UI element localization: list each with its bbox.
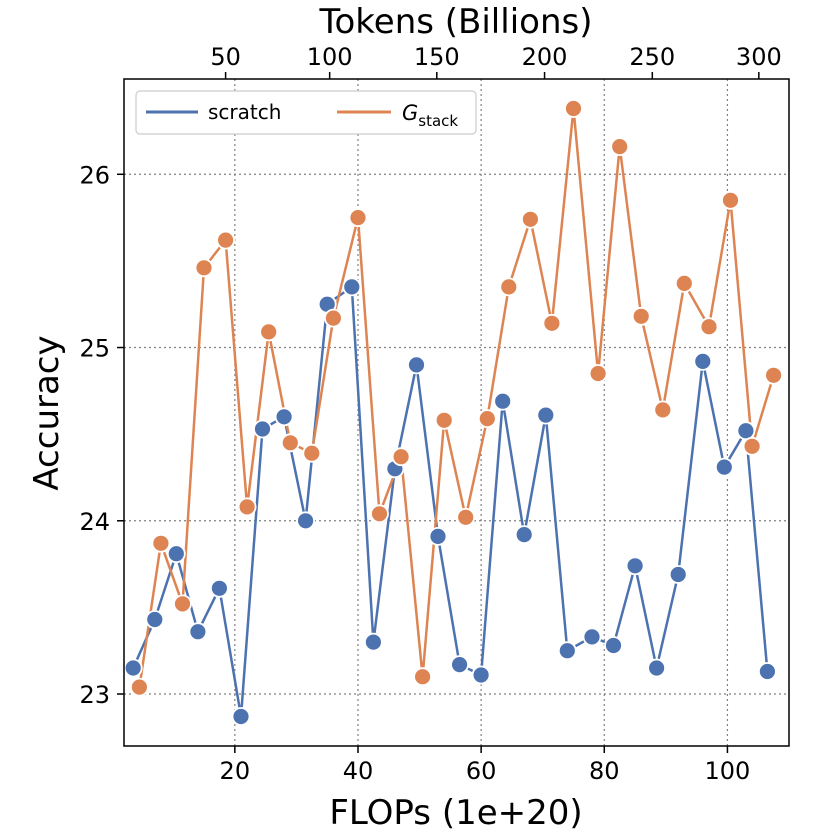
data-point-g-stack [216,230,236,250]
data-point-scratch [693,351,713,371]
data-point-g-stack [348,208,368,228]
data-point-scratch [296,511,316,531]
data-point-scratch [714,457,734,477]
data-point-g-stack [699,317,719,337]
data-point-scratch [625,556,645,576]
data-point-scratch [450,655,470,674]
data-point-g-stack [237,497,257,517]
data-point-scratch [514,525,534,544]
data-point-g-stack [280,433,300,453]
top-tick-label: 50 [210,43,241,71]
data-point-g-stack [764,365,783,385]
x-tick-label: 60 [466,757,497,785]
data-point-scratch [123,658,143,678]
top-axis-title: Tokens (Billions) [319,2,593,42]
legend: scratch Gstack [135,90,477,135]
x-tick-label: 20 [220,757,251,785]
data-point-g-stack [129,677,149,697]
data-point-g-stack [588,364,608,383]
data-point-g-stack [323,308,343,328]
data-point-scratch [736,421,756,441]
data-point-scratch [471,665,491,685]
data-point-scratch [342,277,362,297]
y-tick-label: 26 [79,161,110,189]
data-point-g-stack [391,447,411,467]
data-point-g-stack [610,137,630,157]
data-point-g-stack [521,209,540,229]
data-point-g-stack [653,400,673,420]
data-point-g-stack [542,313,562,333]
series-line-scratch [132,285,769,718]
data-point-g-stack [259,322,279,342]
data-point-g-stack [477,409,497,429]
x-tick-label: 100 [705,757,751,785]
data-point-scratch [668,565,688,584]
top-tick-label: 200 [522,43,568,71]
data-point-g-stack [742,436,762,456]
data-point-scratch [428,527,448,546]
data-point-scratch [209,578,229,598]
data-point-scratch [407,355,426,375]
series-layer [123,99,783,726]
y-tick-label: 25 [79,335,110,363]
data-point-scratch [253,419,272,439]
data-point-scratch [647,658,666,678]
data-point-scratch [536,405,556,425]
legend-label-scratch: scratch [208,100,281,124]
axis-layer: 20 40 60 80 100 23 24 25 26 50 100 150 200 250 300 [79,43,781,785]
data-point-g-stack [499,277,519,297]
series-line-g-stack [138,107,775,688]
top-tick-label: 300 [736,43,782,71]
data-point-g-stack [370,504,389,524]
data-point-g-stack [194,258,214,278]
data-point-g-stack [302,443,322,463]
data-point-scratch [145,610,165,629]
data-point-g-stack [413,667,433,687]
data-point-scratch [604,636,623,655]
top-tick-label: 250 [629,43,675,71]
plot-frame [123,78,790,747]
data-point-scratch [493,391,513,411]
data-point-scratch [274,407,294,427]
data-point-g-stack [434,410,454,430]
y-tick-label: 24 [79,508,110,536]
data-point-scratch [557,641,577,661]
data-point-g-stack [564,99,583,118]
data-point-g-stack [151,533,171,553]
data-point-scratch [758,662,777,681]
data-point-g-stack [173,594,192,614]
x-tick-label: 40 [343,757,374,785]
legend-box [135,90,477,135]
y-axis-title: Accuracy [27,335,67,490]
data-point-g-stack [631,306,651,326]
data-point-scratch [166,544,186,564]
data-point-scratch [363,632,383,652]
top-tick-label: 150 [414,43,460,71]
data-point-scratch [188,622,208,642]
data-point-g-stack [721,190,740,210]
x-tick-label: 80 [589,757,620,785]
data-point-scratch [582,627,602,647]
legend-label-gstack: Gstack [402,101,458,130]
data-point-g-stack [456,507,476,527]
data-point-scratch [231,707,251,726]
top-tick-label: 100 [307,43,353,71]
x-axis-title: FLOPs (1e+20) [329,793,582,830]
y-tick-label: 23 [79,681,110,709]
data-point-g-stack [674,273,694,293]
